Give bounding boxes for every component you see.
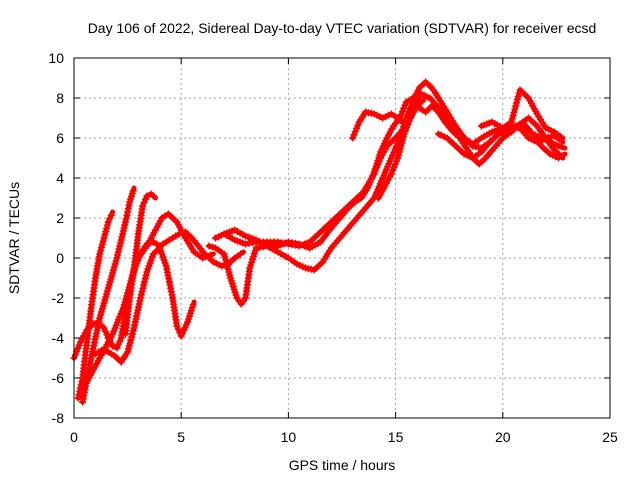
y-tick-label: -4 [52, 330, 65, 346]
x-axis-label: GPS time / hours [289, 457, 396, 473]
y-tick-label: 2 [56, 210, 64, 226]
series-track-2 [91, 244, 197, 366]
series-markers [122, 190, 157, 338]
y-tick-label: -6 [52, 370, 65, 386]
series-track-13 [435, 120, 568, 162]
y-tick-label: 0 [56, 250, 64, 266]
x-tick-label: 20 [495, 429, 511, 445]
series-track-10 [349, 108, 405, 142]
x-tick-label: 25 [602, 429, 618, 445]
ticks: 0 5 10 15 20 25 -8 -6 -4 -2 0 2 4 6 8 10 [48, 50, 618, 445]
series-track-6 [122, 190, 158, 338]
series-track-3 [74, 209, 116, 402]
x-tick-label: 10 [281, 429, 297, 445]
x-tick-label: 15 [388, 429, 404, 445]
y-tick-label: -2 [52, 290, 65, 306]
series-track-11 [374, 97, 426, 202]
x-tick-label: 0 [70, 429, 78, 445]
y-tick-label: 6 [56, 130, 64, 146]
y-tick-label: -8 [52, 410, 65, 426]
chart-title: Day 106 of 2022, Sidereal Day-to-day VTE… [88, 20, 597, 36]
series-layer [70, 78, 568, 406]
series-markers [374, 98, 425, 202]
series-markers [91, 244, 197, 366]
y-tick-label: 4 [56, 170, 64, 186]
y-tick-label: 8 [56, 90, 64, 106]
x-tick-label: 5 [177, 429, 185, 445]
plot-frame [73, 57, 611, 419]
y-axis-label: SDTVAR / TECUs [6, 182, 22, 294]
series-track-12 [477, 86, 566, 141]
series-markers [435, 120, 566, 162]
series-markers [477, 86, 564, 140]
series-markers [74, 211, 115, 402]
series-markers [349, 108, 404, 142]
y-tick-label: 10 [48, 50, 64, 66]
